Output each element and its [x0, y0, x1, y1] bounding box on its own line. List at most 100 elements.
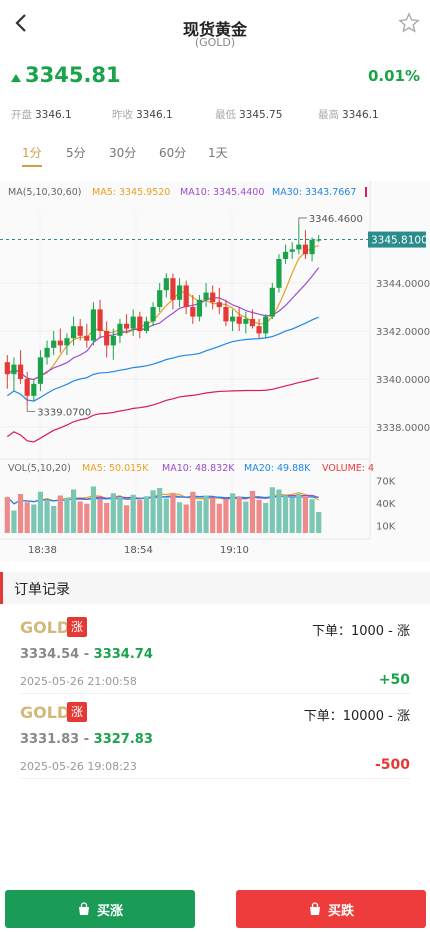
- volume-bar: [17, 494, 24, 533]
- volume-bar: [223, 499, 229, 533]
- tab-1day[interactable]: 1天: [208, 146, 228, 160]
- candle-body: [296, 244, 302, 250]
- page-title: 现货黄金: [182, 20, 247, 39]
- volume-bar: [157, 488, 163, 533]
- app-header: 现货黄金 (GOLD): [0, 0, 430, 56]
- candle-body: [137, 316, 143, 331]
- order-prices: 3334.54 - 3334.74: [20, 647, 153, 662]
- volume-bar: [210, 497, 216, 533]
- candle-body: [84, 335, 90, 341]
- current-price-label: 3345.8100: [371, 235, 428, 247]
- volume-bar: [137, 500, 143, 533]
- ma60-line: [6, 377, 319, 443]
- timeframe-tabs: 1分 5分 30分 60分 1天: [0, 144, 430, 170]
- volume-bar: [276, 489, 282, 533]
- tab-60min[interactable]: 60分: [159, 146, 187, 160]
- candle-body: [236, 316, 242, 324]
- star-outline-icon[interactable]: [398, 12, 420, 34]
- current-price-badge: [368, 231, 426, 248]
- volume-bar: [190, 491, 196, 533]
- candle-body: [117, 323, 123, 336]
- order-symbol: GOLD: [20, 618, 71, 637]
- candle-body: [90, 309, 97, 341]
- candle-body: [24, 379, 30, 396]
- order-open-price: 3331.83: [20, 732, 80, 747]
- price-up-icon: [11, 74, 21, 82]
- high-label: 3346.4600: [309, 214, 363, 225]
- price-change-percent: 0.01%: [367, 67, 420, 85]
- candle-body: [4, 362, 10, 375]
- order-direction-badge: 涨: [67, 702, 87, 722]
- candle-body: [243, 319, 249, 324]
- order-symbol: GOLD: [20, 703, 71, 722]
- volume-bar: [183, 504, 189, 533]
- buy-down-button[interactable]: 买跌: [236, 890, 426, 928]
- vol-legend-item: VOL(5,10,20): [8, 463, 71, 474]
- order-pnl: -500: [374, 757, 410, 773]
- candle-body: [276, 259, 282, 288]
- order-item[interactable]: GOLD 涨 下单：10000 - 涨 3331.83 - 3327.83 20…: [20, 697, 410, 779]
- candle-body: [44, 347, 50, 358]
- low-label: 3339.0700: [37, 407, 91, 418]
- low-marker: [26, 405, 36, 412]
- time-tick-label: 19:10: [220, 545, 249, 556]
- candle-body: [57, 340, 63, 346]
- ma60-legend-marker: [365, 187, 367, 197]
- volume-bar: [249, 491, 256, 533]
- volume-bar: [11, 510, 17, 533]
- volume-bar: [196, 500, 203, 533]
- tab-5min[interactable]: 5分: [66, 146, 86, 160]
- volume-tick-label: 70K: [376, 477, 396, 488]
- volume-bar: [229, 493, 236, 533]
- quote-row: 3345.81 0.01%: [0, 62, 430, 92]
- order-detail: 下单：10000 - 涨: [303, 709, 410, 724]
- stats-row: 开盘 3346.1 昨收 3346.1 最低 3345.75 最高 3346.1: [0, 107, 430, 123]
- candle-body: [123, 323, 130, 329]
- kline-chart[interactable]: 3344.0000 3342.0000 3340.0000 3338.0000 70K 4…: [0, 181, 430, 561]
- candle-body: [183, 285, 189, 307]
- candle-body: [249, 319, 256, 327]
- order-item[interactable]: GOLD 涨 下单：1000 - 涨 3334.54 - 3334.74 202…: [20, 612, 410, 694]
- volume-bar: [203, 495, 209, 533]
- volume-bar: [130, 494, 136, 533]
- stat-open: 开盘 3346.1: [11, 109, 72, 121]
- price-tick-label: 3342.0000: [376, 327, 430, 338]
- tab-30min[interactable]: 30分: [109, 146, 137, 160]
- volume-bar: [70, 489, 77, 533]
- volume-bar: [282, 495, 289, 533]
- ma10-line: [6, 267, 320, 381]
- volume-bar: [117, 497, 123, 533]
- chevron-left-icon[interactable]: [10, 10, 34, 38]
- volume-bar: [243, 501, 249, 533]
- volume-bar: [37, 491, 44, 533]
- candle-body: [203, 292, 209, 300]
- order-open-price: 3334.54: [20, 647, 80, 662]
- vol-legend-item: MA5: 50.015K: [82, 463, 149, 474]
- candle-body: [143, 321, 150, 331]
- candle-body: [64, 338, 70, 346]
- ma-legend-item: MA(5,10,30,60): [8, 187, 81, 198]
- volume-bar: [269, 487, 275, 533]
- volume-bar: [24, 502, 30, 533]
- kline-svg: 3344.0000 3342.0000 3340.0000 3338.0000 70K 4…: [0, 181, 430, 556]
- candle-body: [223, 307, 229, 322]
- volume-bar: [150, 490, 156, 533]
- order-close-price: 3327.83: [93, 732, 153, 747]
- tab-1min[interactable]: 1分: [22, 144, 42, 167]
- candle-body: [163, 278, 169, 291]
- candle-body: [170, 278, 176, 300]
- buy-up-button[interactable]: 买涨: [5, 890, 195, 928]
- volume-bar: [57, 495, 63, 533]
- volume-bar: [4, 497, 10, 533]
- volume-tick-label: 10K: [376, 522, 396, 533]
- volume-bar: [44, 500, 50, 533]
- buy-down-label: 买跌: [327, 903, 354, 919]
- stat-high: 最高 3346.1: [318, 109, 379, 121]
- volume-bar: [256, 500, 262, 533]
- volume-bar: [84, 503, 90, 533]
- volume-bar: [123, 505, 130, 533]
- candle-body: [282, 251, 289, 259]
- order-price-separator: -: [79, 732, 94, 747]
- candle-body: [309, 239, 315, 255]
- volume-bar: [216, 503, 222, 533]
